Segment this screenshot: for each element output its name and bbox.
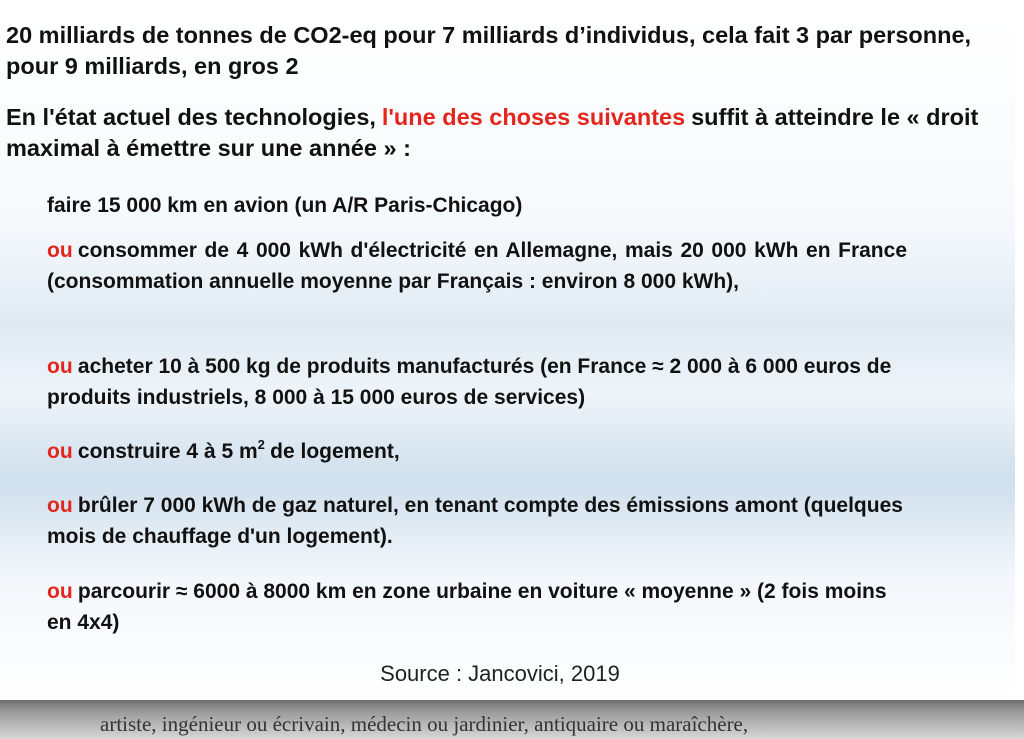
item-prefix: ou <box>47 494 73 517</box>
list-item: ou construire 4 à 5 m2 de logement, <box>47 436 907 467</box>
item-prefix: ou <box>47 355 73 378</box>
item-text: acheter 10 à 500 kg de produits manufact… <box>47 355 892 409</box>
list-item: ou consommer de 4 000 kWh d'électricité e… <box>47 235 907 297</box>
list-item: faire 15 000 km en avion (un A/R Paris-C… <box>47 190 907 221</box>
item-prefix: ou <box>47 239 73 262</box>
page-text: artiste, ingénieur ou écrivain, médecin … <box>100 712 749 736</box>
list-item: ou brûler 7 000 kWh de gaz naturel, en te… <box>47 490 907 552</box>
list-item: ou acheter 10 à 500 kg de produits manufa… <box>47 351 907 413</box>
item-text: construire 4 à 5 m <box>77 440 258 463</box>
heading: En l'état actuel des technologies, l'une … <box>6 102 996 164</box>
slide-image: 20 milliards de tonnes de CO2-eq pour 7 … <box>0 18 1015 700</box>
heading-highlight: l'une des choses suivantes <box>381 104 686 130</box>
item-text: brûler 7 000 kWh de gaz naturel, en tena… <box>47 494 903 548</box>
item-prefix: ou <box>47 580 73 603</box>
item-text: parcourir ≈ 6000 à 8000 km en zone urbai… <box>47 580 887 634</box>
page-text-strip: artiste, ingénieur ou écrivain, médecin … <box>0 700 1024 739</box>
heading-text: En l'état actuel des technologies, <box>6 104 376 130</box>
heading: 20 milliards de tonnes de CO2-eq pour 7 … <box>6 22 972 79</box>
item-text: faire 15 000 km en avion (un A/R Paris-C… <box>47 194 523 217</box>
item-text: consommer de 4 000 kWh d'électricité en … <box>47 239 907 293</box>
heading-text: suffit à atteindre le « droit maximal à … <box>6 104 979 161</box>
source: Source : Jancovici, 2019 <box>380 661 620 686</box>
item-superscript: 2 <box>257 437 265 452</box>
item-prefix: ou <box>47 440 73 463</box>
list-item: ou parcourir ≈ 6000 à 8000 km en zone urb… <box>47 576 907 638</box>
item-text: de logement, <box>270 440 400 463</box>
